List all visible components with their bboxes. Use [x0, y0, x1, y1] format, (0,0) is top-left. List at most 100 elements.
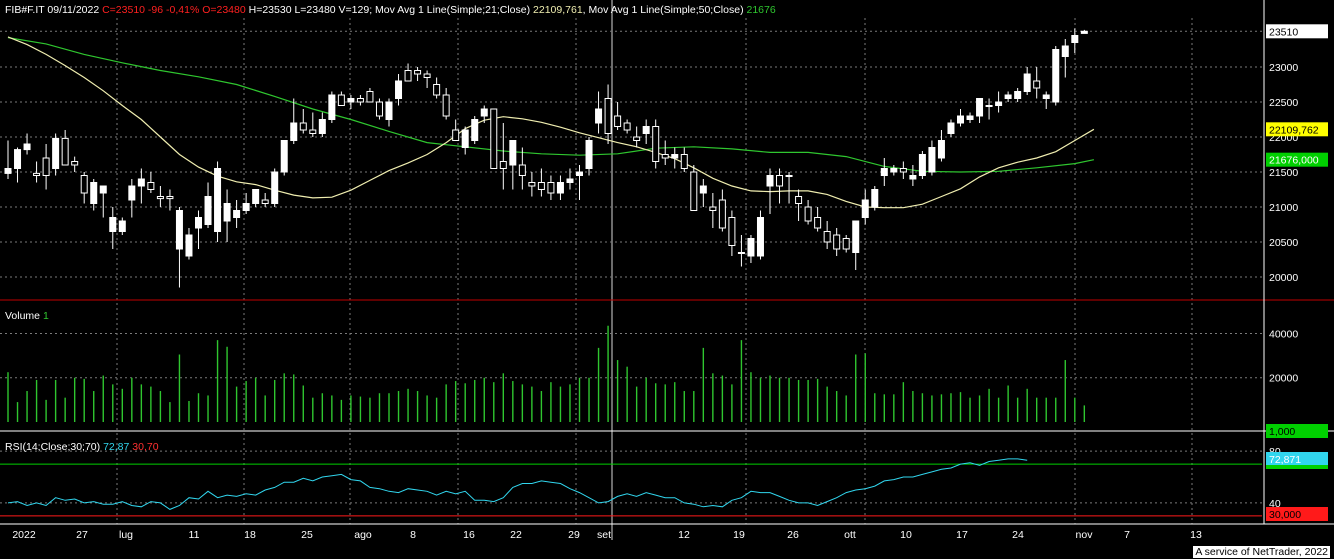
- candle-body: [204, 196, 212, 225]
- candle-body: [737, 252, 745, 254]
- header-ma21-value: 22109,761: [533, 4, 583, 16]
- candle-body: [318, 119, 326, 134]
- candle-body: [661, 154, 669, 159]
- price-grid: [0, 0, 1262, 540]
- candle-body: [747, 238, 755, 257]
- rsi-title-levels: 30,70: [132, 441, 159, 453]
- candle-body: [690, 171, 698, 211]
- volume-title-label: Volume: [5, 310, 41, 322]
- price-tick-label: 21500: [1269, 167, 1298, 179]
- candle-body: [861, 199, 869, 218]
- last-price-badge-bg: [1266, 24, 1328, 39]
- candle-body: [299, 122, 307, 131]
- x-tick-label: 19: [733, 529, 745, 541]
- rsi-30-badge: 30,000: [1269, 509, 1301, 521]
- candle-body: [556, 182, 564, 194]
- candle-body: [261, 199, 269, 204]
- candle-body: [147, 182, 155, 190]
- candle-body: [1071, 35, 1079, 43]
- x-tick-label: 29: [568, 529, 580, 541]
- candle-body: [718, 199, 726, 229]
- candle-body: [585, 140, 593, 169]
- candle-body: [671, 154, 679, 159]
- rsi-30-badge-bg: [1266, 507, 1328, 521]
- x-tick-label: 8: [410, 529, 416, 541]
- candle-body: [1023, 73, 1031, 92]
- candle-body: [461, 129, 469, 148]
- candle-body: [214, 168, 222, 232]
- candle-body: [871, 189, 879, 208]
- candle-body: [185, 234, 193, 257]
- candle-body: [328, 94, 336, 120]
- x-tick-label: 13: [1190, 529, 1202, 541]
- candle-body: [1004, 94, 1012, 99]
- candle-body: [423, 73, 431, 78]
- candle-body: [290, 122, 298, 141]
- candle-body: [175, 210, 183, 250]
- chart-header: FIB#F.IT 09/11/2022 C=23510 -96 -0,41% O…: [5, 4, 776, 16]
- candle-body: [395, 80, 403, 99]
- candle-body: [223, 203, 231, 222]
- candle-body: [918, 154, 926, 176]
- candle-body: [137, 178, 145, 187]
- x-tick-label: ago: [354, 529, 372, 541]
- candle-body: [471, 119, 479, 141]
- header-ma21-label: Mov Avg 1 Line(Simple;21;Close): [375, 4, 531, 16]
- candle-body: [14, 149, 22, 170]
- candle-body: [404, 70, 412, 82]
- x-tick-label: ott: [844, 529, 856, 541]
- candle-body: [23, 143, 31, 151]
- candle-body: [90, 182, 98, 204]
- volume-tick-label: 40000: [1269, 328, 1298, 340]
- rsi-title-value: 72,87: [103, 441, 130, 453]
- candle-body: [899, 168, 907, 173]
- candle-body: [518, 164, 526, 176]
- last-price-badge: 23510: [1269, 26, 1298, 38]
- candle-body: [252, 189, 260, 204]
- candle-body: [633, 136, 641, 141]
- volume-title-value: 1: [42, 310, 49, 322]
- price-tick-label: 20000: [1269, 272, 1298, 284]
- x-tick-label: 7: [1124, 529, 1130, 541]
- price-panel: [4, 28, 1095, 288]
- candle-body: [642, 126, 650, 134]
- candle-body: [595, 108, 603, 124]
- candle-body: [1014, 91, 1022, 99]
- candle-body: [509, 140, 517, 166]
- candle-body: [118, 220, 126, 232]
- x-tick-label: 11: [189, 529, 200, 541]
- ma21-badge-bg: [1266, 122, 1328, 137]
- candle-body: [614, 115, 622, 127]
- x-tick-label: set: [597, 529, 611, 541]
- price-tick-label: 21000: [1269, 202, 1298, 214]
- ma50-badge: 21676,000: [1269, 155, 1319, 167]
- candle-body: [385, 101, 393, 120]
- candle-body: [242, 203, 250, 211]
- axes: 2000020500210002150022000225002300020000…: [0, 0, 1334, 541]
- candle-body: [776, 175, 784, 187]
- x-tick-label: 24: [1012, 529, 1024, 541]
- rsi-title: RSI(14;Close;30;70) 72,87 30,70: [5, 441, 159, 454]
- candle-body: [785, 175, 793, 177]
- candle-body: [356, 98, 364, 103]
- rsi-70-marker: [1266, 465, 1328, 469]
- rsi-tick-label: 40: [1269, 498, 1281, 510]
- candle-body: [966, 115, 974, 120]
- candle-body: [128, 185, 136, 201]
- candle-body: [566, 178, 574, 183]
- header-ohlc-rest: H=23530 L=23480 V=129;: [248, 4, 373, 16]
- candle-body: [109, 217, 117, 232]
- candle-body: [480, 108, 488, 117]
- candle-body: [452, 129, 460, 141]
- rsi-badge-bg: [1266, 452, 1328, 466]
- ma21-badge: 22109,762: [1269, 124, 1319, 136]
- candle-body: [499, 161, 507, 169]
- x-tick-label: 2022: [12, 529, 36, 541]
- rsi-line: [7, 458, 1028, 510]
- header-ohlc-change: C=23510 -96 -0,41% O=23480: [102, 4, 246, 16]
- candle-body: [433, 84, 441, 96]
- candle-body: [985, 105, 993, 107]
- candle-body: [52, 137, 60, 169]
- candle-body: [156, 196, 164, 200]
